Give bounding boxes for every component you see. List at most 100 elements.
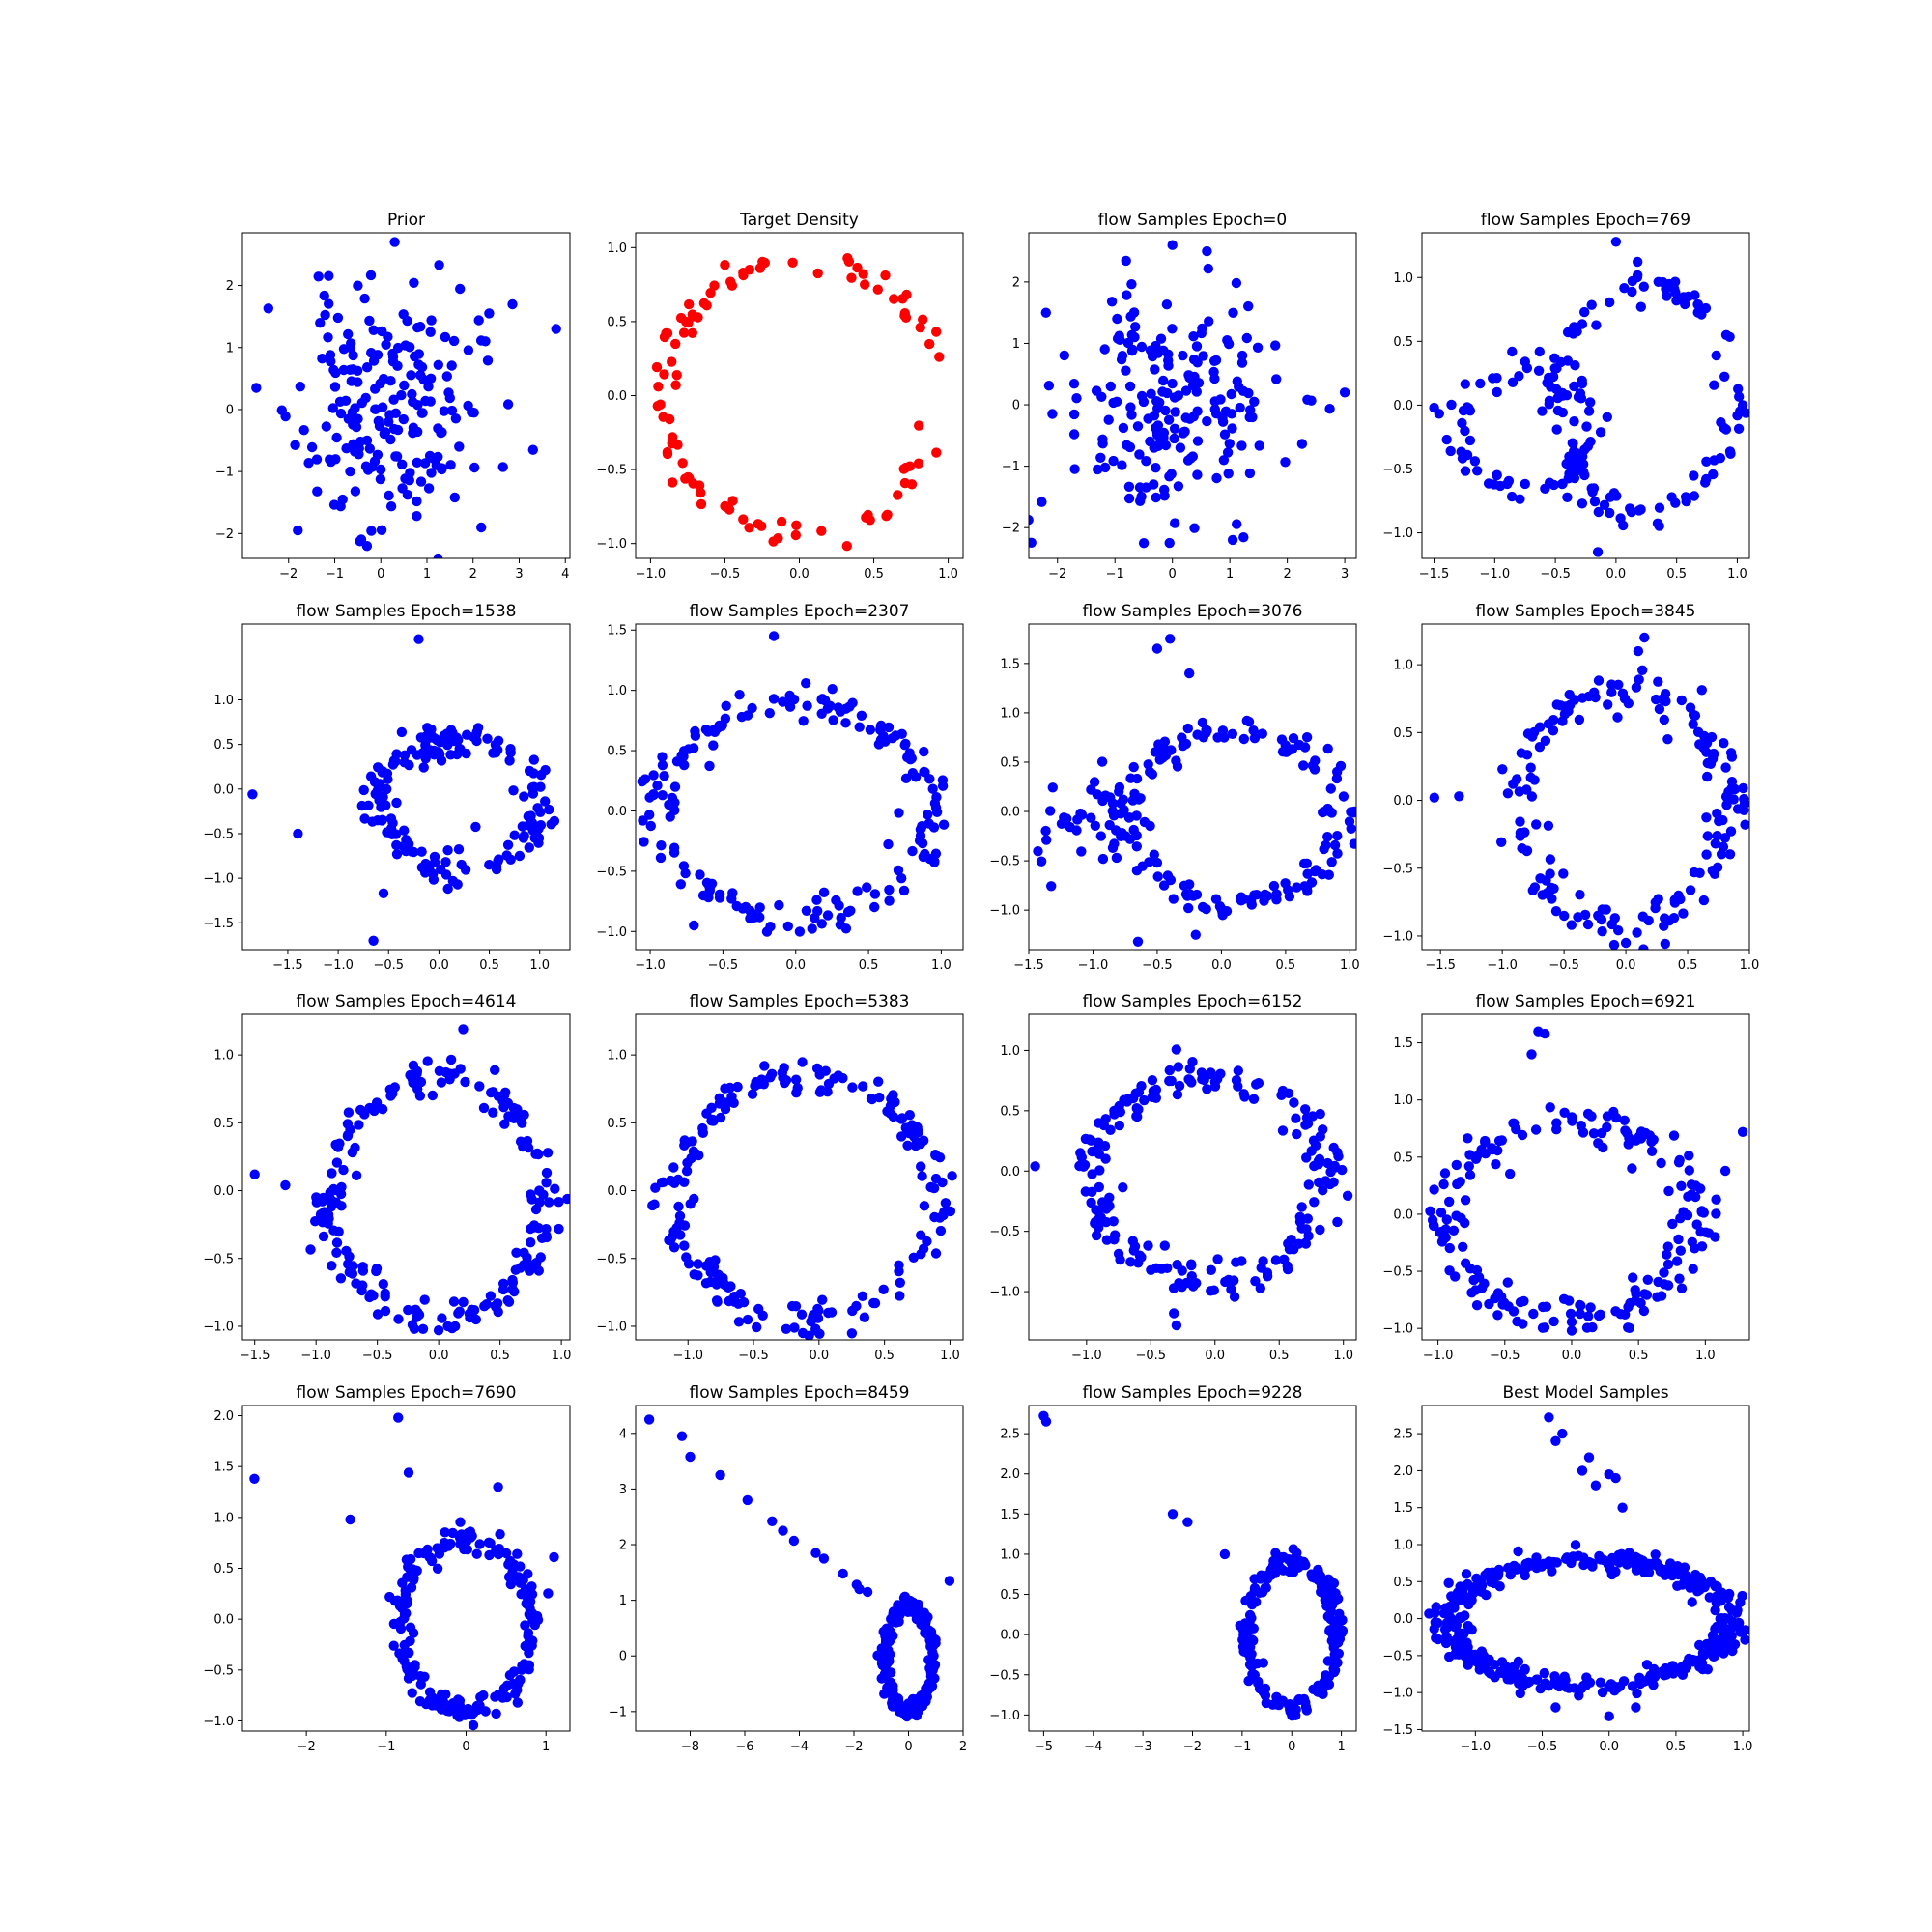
data-point bbox=[1169, 433, 1179, 444]
data-point bbox=[1301, 1112, 1313, 1123]
data-point bbox=[1565, 699, 1576, 710]
y-tick-label: 0.5 bbox=[1000, 755, 1020, 770]
data-point bbox=[1226, 1284, 1236, 1294]
data-point bbox=[515, 1263, 526, 1273]
data-point bbox=[851, 1300, 862, 1312]
data-point bbox=[1433, 1634, 1444, 1645]
data-point bbox=[865, 724, 876, 735]
data-point bbox=[504, 1670, 516, 1681]
data-point bbox=[1740, 819, 1749, 830]
data-point bbox=[1565, 1308, 1577, 1320]
data-point bbox=[1218, 455, 1230, 466]
data-point bbox=[484, 860, 495, 870]
x-tick-label: 0.5 bbox=[864, 567, 884, 582]
data-point bbox=[312, 486, 323, 497]
data-point bbox=[1101, 1204, 1112, 1214]
data-point bbox=[1136, 491, 1147, 502]
data-point bbox=[514, 850, 526, 862]
data-point bbox=[1725, 448, 1736, 459]
data-point bbox=[1596, 914, 1607, 925]
data-point bbox=[1202, 245, 1212, 257]
data-point bbox=[747, 1089, 758, 1099]
data-point bbox=[1151, 463, 1161, 473]
y-tick-label: 0.5 bbox=[1393, 335, 1413, 350]
data-point bbox=[811, 895, 822, 905]
y-tick-label: −0.5 bbox=[1382, 862, 1413, 876]
data-point bbox=[359, 1109, 370, 1120]
data-point bbox=[406, 370, 416, 381]
data-point bbox=[1065, 821, 1075, 833]
data-point bbox=[1519, 1295, 1529, 1307]
data-point bbox=[512, 1548, 523, 1559]
data-point bbox=[1468, 1274, 1479, 1286]
subplot-16: Best Model Samples−1.0 −0.5 0.0 0.5 1.0−1.5−… bbox=[1382, 1383, 1752, 1754]
x-tick-label: 0.5 bbox=[479, 958, 499, 973]
data-point bbox=[1219, 1548, 1231, 1560]
data-point bbox=[522, 1135, 533, 1147]
data-point bbox=[434, 260, 444, 270]
data-point bbox=[1227, 534, 1238, 546]
data-point bbox=[1302, 394, 1313, 405]
data-point bbox=[328, 1183, 339, 1195]
data-point bbox=[503, 1296, 515, 1308]
data-point bbox=[1196, 327, 1208, 339]
data-point bbox=[1663, 1185, 1674, 1197]
data-point bbox=[376, 525, 387, 535]
x-tick-label: 1.0 bbox=[931, 958, 952, 973]
data-point bbox=[1233, 1065, 1244, 1076]
data-point bbox=[345, 1124, 355, 1135]
data-point bbox=[927, 783, 938, 794]
x-tick-label: 0.0 bbox=[1606, 567, 1627, 582]
data-point bbox=[813, 1305, 824, 1316]
data-point bbox=[1191, 386, 1203, 397]
data-point bbox=[1246, 1649, 1257, 1660]
data-point bbox=[1675, 1245, 1687, 1256]
x-tick-label: 0 bbox=[1169, 567, 1177, 582]
x-tick-label: 0.0 bbox=[789, 567, 810, 582]
data-point bbox=[1093, 464, 1103, 475]
data-point bbox=[1662, 1259, 1674, 1270]
data-point bbox=[683, 471, 694, 483]
data-point bbox=[280, 1179, 291, 1191]
data-point bbox=[1638, 281, 1650, 292]
data-point bbox=[394, 1648, 405, 1659]
data-point bbox=[1206, 1264, 1217, 1276]
data-point bbox=[668, 1242, 680, 1253]
data-point bbox=[823, 1307, 834, 1319]
data-point bbox=[1723, 786, 1734, 797]
data-point bbox=[1583, 406, 1595, 416]
data-point bbox=[846, 1328, 858, 1339]
data-point bbox=[1454, 791, 1464, 802]
subplot-7: flow Samples Epoch=3076−1.5 −1.0 −0.5 0.0 0.… bbox=[989, 602, 1359, 973]
data-point bbox=[442, 845, 453, 856]
data-point bbox=[1520, 1563, 1531, 1574]
data-point bbox=[1198, 351, 1208, 361]
data-point bbox=[1652, 1292, 1662, 1302]
data-point bbox=[706, 878, 718, 889]
data-point bbox=[812, 905, 823, 917]
data-point bbox=[919, 766, 929, 778]
data-point bbox=[1662, 291, 1672, 301]
data-point bbox=[1444, 1242, 1456, 1254]
subplot-title: flow Samples Epoch=6152 bbox=[1083, 992, 1303, 1011]
data-point bbox=[502, 839, 514, 850]
data-point bbox=[782, 921, 793, 932]
data-point bbox=[484, 308, 495, 319]
data-point bbox=[1316, 1581, 1327, 1592]
data-point bbox=[1704, 1592, 1716, 1603]
y-tick-label: 1.0 bbox=[213, 1049, 234, 1064]
data-point bbox=[756, 1074, 767, 1085]
data-point bbox=[1599, 499, 1610, 510]
data-point bbox=[1520, 478, 1531, 490]
data-point bbox=[902, 752, 913, 763]
subplot-title: flow Samples Epoch=8459 bbox=[690, 1383, 910, 1403]
data-point bbox=[1702, 771, 1713, 782]
data-point bbox=[683, 744, 694, 754]
data-point bbox=[1490, 1293, 1500, 1304]
x-tick-label: 2 bbox=[959, 1740, 967, 1754]
data-point bbox=[1131, 841, 1143, 852]
data-point bbox=[1174, 1080, 1185, 1092]
data-point bbox=[1700, 1227, 1712, 1237]
data-point bbox=[1583, 691, 1595, 702]
x-tick-label: 0.5 bbox=[874, 1349, 895, 1363]
